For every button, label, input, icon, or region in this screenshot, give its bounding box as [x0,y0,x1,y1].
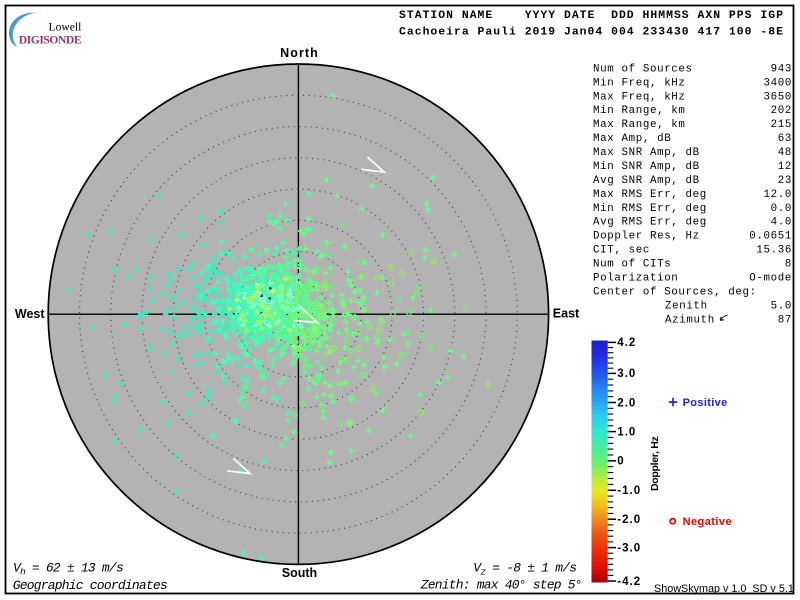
svg-text:12.0: 12.0 [764,189,792,201]
svg-text:-2.0: -2.0 [617,514,641,526]
svg-text:2.0: 2.0 [617,397,636,409]
svg-text:Max Freq, kHz: Max Freq, kHz [593,91,686,103]
svg-text:Max RMS Err, deg: Max RMS Err, deg [593,189,707,201]
svg-text:-1.0: -1.0 [617,485,641,497]
svg-text:23: 23 [778,175,792,187]
svg-text:4.2: 4.2 [617,337,636,349]
svg-text:CIT, sec: CIT, sec [593,245,650,257]
svg-text:Max Amp, dB: Max Amp, dB [593,133,671,145]
svg-text:4.0: 4.0 [771,217,792,229]
svg-text:Max Range, km: Max Range, km [593,119,686,131]
svg-text:Negative: Negative [683,516,732,528]
svg-text:Avg RMS Err, deg: Avg RMS Err, deg [593,217,707,229]
svg-text:5.0: 5.0 [771,300,792,312]
svg-text:Polarization: Polarization [593,273,678,285]
svg-text:-3.0: -3.0 [617,542,641,554]
svg-text:Num of Sources: Num of Sources [593,63,693,75]
svg-text:Zenith: Zenith [665,300,708,312]
svg-text:943: 943 [771,63,792,75]
svg-text:Avg SNR Amp, dB: Avg SNR Amp, dB [593,175,700,187]
svg-text:3.0: 3.0 [617,368,636,380]
svg-text:Min Range, km: Min Range, km [593,105,686,117]
svg-text:Doppler, Hz: Doppler, Hz [649,436,661,491]
svg-text:Zenith: max 40° step 5°: Zenith: max 40° step 5° [420,578,582,593]
svg-text:Center of Sources, deg:: Center of Sources, deg: [593,286,757,298]
svg-text:ShowSkymap v 1.0 SD v 5.1: ShowSkymap v 1.0 SD v 5.1 [654,583,794,595]
svg-text:DIGISONDE: DIGISONDE [19,33,82,46]
svg-text:0.0: 0.0 [771,203,792,215]
svg-text:South: South [282,566,317,580]
svg-text:Vh = 62 ± 13 m/s: Vh = 62 ± 13 m/s [13,561,123,578]
svg-text:Num of CITs: Num of CITs [593,259,671,271]
svg-text:12: 12 [778,161,792,173]
svg-text:0: 0 [617,456,624,468]
svg-text:8: 8 [785,259,792,271]
svg-text:Geographic coordinates: Geographic coordinates [13,578,167,593]
svg-text:215: 215 [771,119,792,131]
svg-text:Max SNR Amp, dB: Max SNR Amp, dB [593,147,700,159]
svg-text:87: 87 [778,314,792,326]
svg-text:0.0651: 0.0651 [749,231,792,243]
svg-text:63: 63 [778,133,792,145]
svg-text:Lowell: Lowell [49,21,82,34]
svg-text:North: North [280,46,319,60]
svg-text:Positive: Positive [683,397,728,409]
svg-text:Azimuth: Azimuth [665,314,715,326]
svg-text:STATION NAME YYYY DATE DDD: STATION NAME YYYY DATE DDD HHMMSS AXN PP… [399,10,784,22]
svg-text:48: 48 [778,147,792,159]
svg-text:Cachoeira Pauli 2019 Jan04 004: Cachoeira Pauli 2019 Jan04 004 233430 41… [399,26,784,38]
svg-text:Min Freq, kHz: Min Freq, kHz [593,77,686,89]
svg-text:15.36: 15.36 [756,245,792,257]
svg-text:West: West [15,307,45,321]
svg-text:Doppler Res, Hz: Doppler Res, Hz [593,231,700,243]
svg-text:Min SNR Amp, dB: Min SNR Amp, dB [593,161,700,173]
svg-text:East: East [553,307,580,321]
svg-text:3400: 3400 [764,77,792,89]
svg-text:O-mode: O-mode [749,273,792,285]
svg-text:Min RMS Err, deg: Min RMS Err, deg [593,203,707,215]
svg-text:202: 202 [771,105,792,117]
svg-text:1.0: 1.0 [617,426,636,438]
svg-text:3650: 3650 [764,91,792,103]
svg-text:Vz = -8 ± 1 m/s: Vz = -8 ± 1 m/s [473,561,576,578]
svg-text:-4.2: -4.2 [617,576,641,588]
